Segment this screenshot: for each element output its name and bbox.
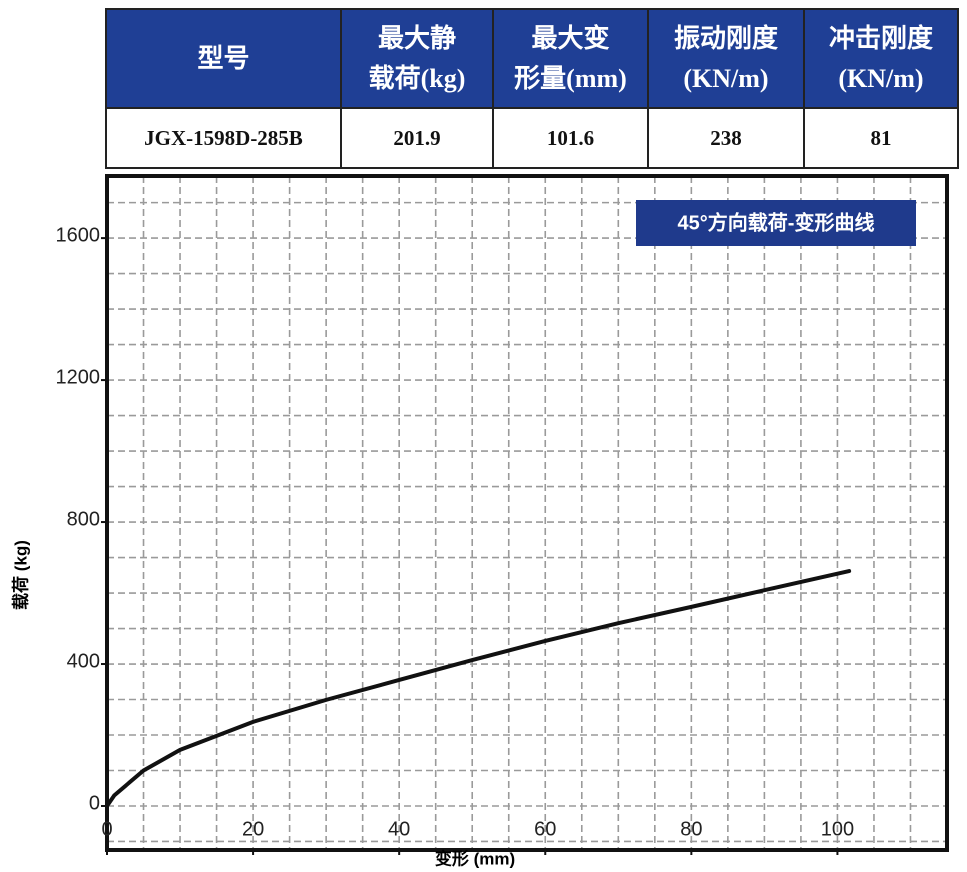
y-axis-label: 载荷 (kg) — [10, 540, 30, 610]
header-text: 型号 — [197, 43, 250, 73]
plot-frame — [105, 174, 949, 852]
x-tick-label: 0 — [101, 818, 112, 840]
table-cell: 201.9 — [340, 107, 494, 169]
title-box — [636, 200, 916, 246]
header-cell: 最大静载荷(kg) — [340, 8, 494, 109]
header-text: 形量(mm) — [514, 63, 627, 93]
y-tick-label: 1600 — [56, 224, 101, 246]
header-cell: 最大变形量(mm) — [492, 8, 649, 109]
data-line — [105, 569, 852, 808]
header-row: 型号 最大静 载荷(kg) 最大变 形量(mm) 振动刚度 (KN/m) 冲击刚度 (KN/m) — [105, 8, 959, 109]
spec-table: 型号 最大静 载荷(kg) 最大变 形量(mm) 振动刚度 (KN/m) 冲击刚度 (KN/m)… — [105, 8, 959, 169]
header-text: (KN/m) — [838, 63, 924, 93]
y-tick-label: 0 — [89, 792, 100, 814]
header-cell: 型号 — [105, 8, 342, 109]
table-cell: 238 — [647, 107, 805, 169]
header-text: (KN/m) — [683, 63, 769, 93]
table-body: JGX-1598D-285B 201.9 101.6 238 81 — [105, 107, 959, 169]
chart-title: 45°方向载荷-变形曲线 — [678, 210, 875, 234]
x-axis-label: 变形 (mm) — [435, 848, 515, 868]
header-text: 最大静 — [377, 23, 456, 53]
header-cell: 振动刚度 (KN/m) — [647, 8, 805, 109]
x-tick-label: 100 — [821, 818, 854, 840]
x-tick-label: 20 — [242, 818, 264, 840]
header-text: 最大变 — [531, 23, 610, 53]
x-tick-label: 80 — [680, 818, 702, 840]
y-tick-label: 800 — [67, 508, 100, 530]
x-tick-label: 60 — [534, 818, 556, 840]
header-cell: 冲击刚度 (KN/m) — [803, 8, 959, 109]
table-cell: 81 — [803, 107, 959, 169]
header-text: 载荷(kg) — [368, 63, 466, 93]
table-cell: JGX-1598D-285B — [105, 107, 342, 169]
y-tick-label: 400 — [67, 650, 100, 672]
y-tick-label: 1200 — [56, 366, 101, 388]
table-row: JGX-1598D-285B 201.9 101.6 238 81 — [105, 107, 959, 169]
x-tick-label: 40 — [388, 818, 410, 840]
header-text: 振动刚度 — [673, 23, 778, 53]
table-cell: 101.6 — [492, 107, 649, 169]
header-text: 冲击刚度 — [828, 23, 933, 53]
